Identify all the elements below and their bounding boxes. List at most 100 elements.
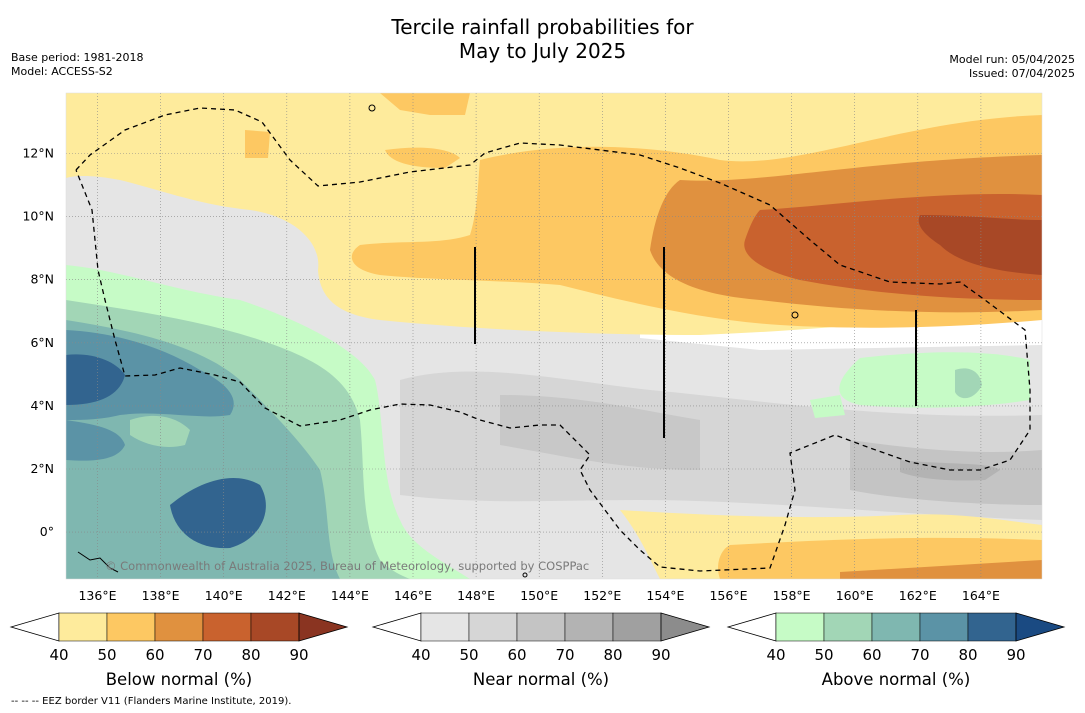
colorbar-segment [564, 612, 614, 642]
colorbar-tick: 90 [1006, 646, 1025, 664]
y-axis-ticks: 12°N 10°N 8°N 6°N 4°N 2°N 0° [22, 146, 54, 540]
colorbar-segment [919, 612, 969, 642]
colorbar-segment [775, 612, 825, 642]
model-name: Model: ACCESS-S2 [11, 65, 113, 78]
island [791, 311, 799, 319]
map-title: Tercile rainfall probabilities for May t… [0, 15, 1085, 63]
above-normal-east-50 [839, 352, 1030, 408]
colorbar-tick: 80 [241, 646, 260, 664]
x-tick-label: 138°E [142, 588, 180, 603]
y-tick-label: 8°N [30, 272, 54, 287]
x-tick-label: 152°E [583, 588, 621, 603]
x-tick-label: 156°E [709, 588, 747, 603]
colorbar-tick: 50 [814, 646, 833, 664]
above-normal-90-south [170, 477, 266, 549]
colorbar-tick: 60 [507, 646, 526, 664]
colorbar-min-extend [371, 612, 422, 642]
meta-left: Base period: 1981-2018 Model: ACCESS-S2 [11, 51, 143, 79]
x-tick-label: 146°E [394, 588, 432, 603]
above-normal-90-west [66, 354, 125, 405]
colorbar-3: 40 50 60 70 80 90 Above normal (%) [726, 612, 1066, 689]
copyright-text: © Commonwealth of Australia 2025, Bureau… [105, 559, 589, 573]
colorbar-segment [516, 612, 566, 642]
below-normal-south-70 [840, 560, 1042, 579]
colorbar-label: Above normal (%) [822, 670, 971, 689]
below-normal-90-region [918, 215, 1042, 275]
graticule [66, 93, 1042, 579]
above-normal-80-patch [66, 420, 125, 461]
colorbar-label: Below normal (%) [106, 670, 253, 689]
above-normal-60-patch [130, 415, 190, 447]
colorbar-segment [250, 612, 300, 642]
model-run: Model run: 05/04/2025 [949, 53, 1075, 66]
colorbar-segment [967, 612, 1017, 642]
colorbar-label: Near normal (%) [473, 670, 609, 689]
colorbar-tick: 40 [411, 646, 430, 664]
colorbar-tick: 60 [145, 646, 164, 664]
colorbar-segment [420, 612, 470, 642]
colorbar-2: 40 50 60 70 80 90 Near normal (%) [371, 612, 711, 689]
x-tick-label: 162°E [899, 588, 937, 603]
x-tick-label: 154°E [646, 588, 684, 603]
y-tick-label: 6°N [30, 335, 54, 350]
island-chain [77, 551, 119, 573]
x-axis-ticks: 136°E 138°E 140°E 142°E 144°E 146°E 148°E 150°E… [78, 588, 1000, 603]
colorbar-segment [58, 612, 108, 642]
colorbars: 40 50 60 70 80 90 Below normal (%) 40 50 60 70 80 90… [9, 612, 1066, 689]
x-tick-label: 142°E [268, 588, 306, 603]
near-normal-60-region [500, 395, 700, 470]
x-tick-label: 140°E [205, 588, 243, 603]
map-frame [65, 92, 1043, 580]
colorbar-1: 40 50 60 70 80 90 Below normal (%) [9, 612, 349, 689]
colorbar-min-extend [726, 612, 777, 642]
colorbar-segment [823, 612, 873, 642]
colorbar-tick: 70 [910, 646, 929, 664]
colorbar-tick: 50 [459, 646, 478, 664]
colorbar-tick: 50 [97, 646, 116, 664]
colorbar-segment [612, 612, 662, 642]
islands [77, 104, 799, 578]
colorbar-tick: 40 [49, 646, 68, 664]
x-tick-label: 158°E [773, 588, 811, 603]
x-tick-label: 148°E [457, 588, 495, 603]
issued-date: Issued: 07/04/2025 [968, 67, 1075, 80]
y-tick-label: 12°N [22, 146, 54, 161]
colorbar-tick: 80 [603, 646, 622, 664]
colorbar-tick: 90 [651, 646, 670, 664]
x-tick-label: 136°E [78, 588, 116, 603]
footnote: -- -- -- EEZ border V11 (Flanders Marine… [11, 696, 292, 707]
x-tick-label: 160°E [836, 588, 874, 603]
above-normal-east-60 [955, 368, 982, 399]
title-line-1: Tercile rainfall probabilities for [391, 15, 694, 39]
y-tick-label: 0° [40, 524, 54, 539]
colorbar-tick: 80 [958, 646, 977, 664]
colorbar-tick: 40 [766, 646, 785, 664]
above-normal-east-patch [810, 395, 845, 418]
base-period: Base period: 1981-2018 [11, 51, 144, 64]
colorbar-max-extend [660, 612, 711, 642]
island [522, 572, 528, 578]
x-tick-label: 144°E [331, 588, 369, 603]
below-normal-60-small [245, 130, 270, 158]
colorbar-min-extend [9, 612, 60, 642]
colorbar-segment [106, 612, 156, 642]
colorbar-segment [468, 612, 518, 642]
below-normal-60-north [380, 93, 470, 115]
x-tick-label: 164°E [962, 588, 1000, 603]
title-line-2: May to July 2025 [458, 39, 627, 63]
y-tick-label: 10°N [22, 209, 54, 224]
map-area [66, 93, 1042, 579]
colorbar-max-extend [298, 612, 349, 642]
island [368, 104, 376, 112]
colorbar-tick: 70 [193, 646, 212, 664]
eez-border [75, 107, 1031, 572]
y-tick-label: 2°N [30, 461, 54, 476]
y-tick-label: 4°N [30, 398, 54, 413]
meta-right: Model run: 05/04/2025 Issued: 07/04/2025 [949, 53, 1075, 81]
colorbar-max-extend [1015, 612, 1066, 642]
colorbar-segment [154, 612, 204, 642]
x-tick-label: 150°E [520, 588, 558, 603]
colorbar-tick: 70 [555, 646, 574, 664]
below-normal-60-patch [385, 147, 460, 168]
